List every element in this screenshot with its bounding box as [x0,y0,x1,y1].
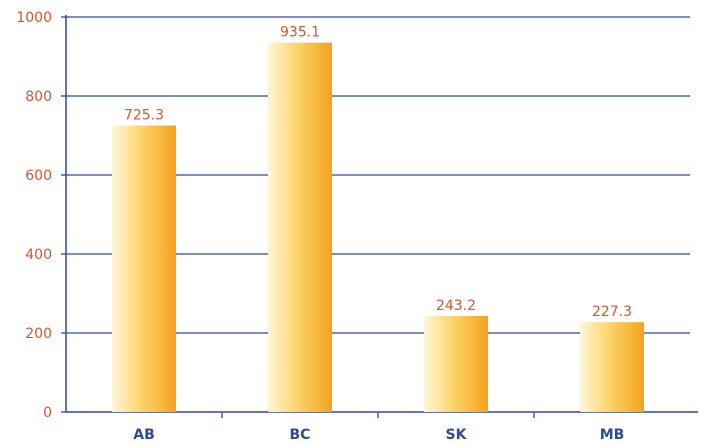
x-tick-label-sk: SK [446,427,468,443]
y-tick-label: 200 [25,326,52,342]
data-label-ab: 725.3 [124,108,164,124]
x-tick-label-ab: AB [133,427,155,443]
bar-ab [112,125,176,412]
y-tick-label: 0 [43,405,52,421]
y-tick-label: 800 [25,89,52,105]
y-tick-label: 1000 [16,10,52,26]
bar-sk [424,315,488,412]
labels: 0 200 400 600 800 1000 725.3 AB 935.1 BC 243.2 SK 22… [16,10,632,443]
bars [112,42,644,412]
y-tick-label: 600 [25,168,52,184]
data-label-mb: 227.3 [592,304,632,320]
x-tick-label-mb: MB [600,427,625,443]
bar-mb [580,322,644,412]
y-tick-label: 400 [25,247,52,263]
data-label-bc: 935.1 [280,25,320,41]
bar-bc [268,42,332,412]
x-tick-label-bc: BC [290,427,311,443]
data-label-sk: 243.2 [436,298,476,314]
